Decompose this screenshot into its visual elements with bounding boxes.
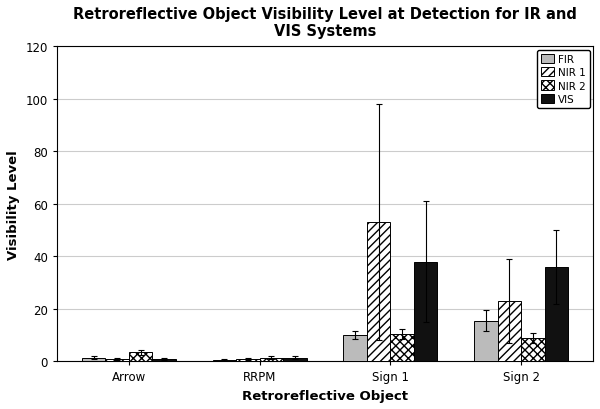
Bar [283, 357, 307, 362]
Bar [152, 359, 176, 362]
Bar [521, 338, 545, 362]
Bar [105, 359, 129, 362]
Bar [545, 267, 568, 362]
Bar [367, 223, 391, 362]
Bar [212, 360, 236, 362]
Bar [260, 357, 283, 362]
Bar [391, 334, 414, 362]
Bar [129, 353, 152, 362]
Bar [343, 335, 367, 362]
Legend: FIR, NIR 1, NIR 2, VIS: FIR, NIR 1, NIR 2, VIS [537, 50, 590, 109]
Bar [236, 359, 260, 362]
Bar [497, 301, 521, 362]
Bar [474, 321, 497, 362]
Y-axis label: Visibility Level: Visibility Level [7, 150, 20, 259]
X-axis label: Retroreflective Object: Retroreflective Object [242, 389, 408, 402]
Bar [82, 357, 105, 362]
Title: Retroreflective Object Visibility Level at Detection for IR and
VIS Systems: Retroreflective Object Visibility Level … [73, 7, 577, 39]
Bar [414, 262, 437, 362]
